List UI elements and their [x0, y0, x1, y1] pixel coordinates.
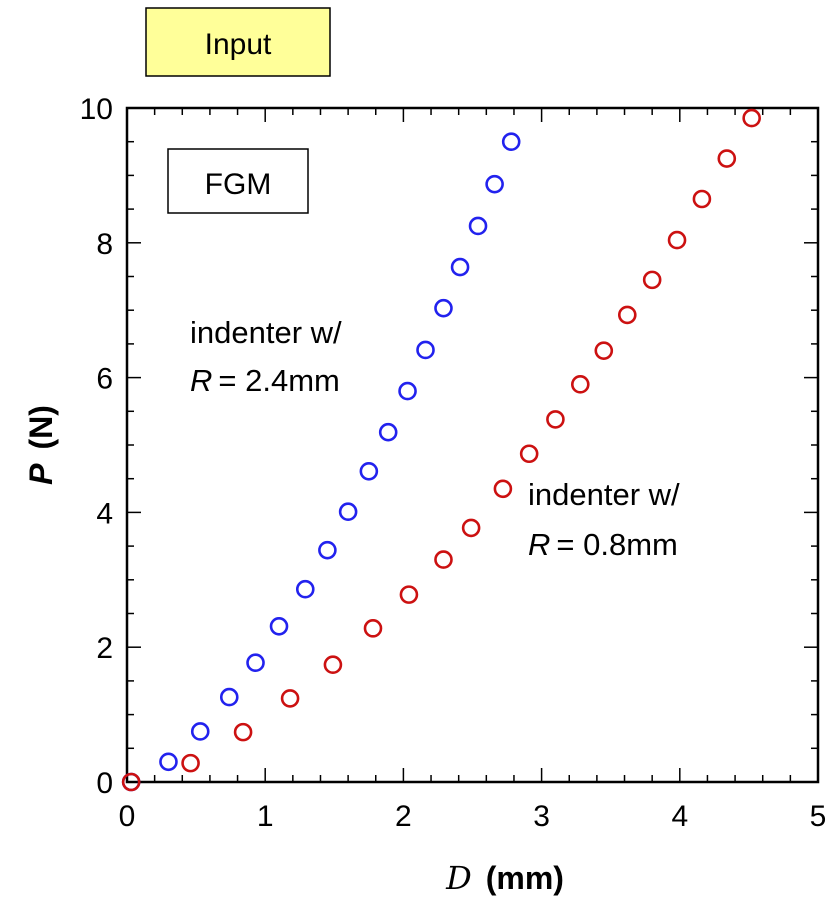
series-layer [121, 108, 761, 792]
data-point [159, 752, 178, 772]
y-tick-label: 8 [96, 228, 113, 261]
x-axis-label: D (mm) [445, 859, 564, 897]
data-point [485, 174, 504, 194]
annotation-series-1: indenter w/ R = 2.4mm [190, 315, 342, 398]
data-point [378, 422, 398, 442]
data-point [501, 132, 521, 151]
x-tick-label: 2 [395, 800, 412, 833]
data-point [338, 502, 358, 522]
data-point [269, 617, 289, 636]
y-tick-label: 10 [80, 93, 113, 126]
annotation-2-line2: R = 0.8mm [528, 527, 678, 562]
annotation-1-line2: R = 2.4mm [190, 363, 340, 398]
x-axis-unit: (mm) [486, 860, 564, 896]
data-point [642, 270, 662, 290]
data-point [742, 108, 761, 128]
annotation-2-var: R [528, 527, 550, 562]
y-axis-unit: (N) [23, 405, 59, 449]
data-point [363, 619, 383, 638]
data-point [617, 305, 637, 325]
data-point [318, 540, 337, 560]
tick-labels: 0 1 2 3 4 5 0 2 4 6 8 10 [80, 93, 827, 833]
x-tick-label: 1 [257, 800, 274, 833]
x-tick-label: 3 [533, 800, 550, 833]
data-point [295, 579, 315, 599]
data-point [359, 461, 379, 481]
input-badge-box [145, 7, 331, 77]
y-tick-label: 2 [96, 632, 113, 665]
data-point [246, 653, 265, 673]
x-tick-label: 5 [810, 800, 827, 833]
y-tick-label: 6 [96, 363, 113, 396]
data-point [280, 689, 300, 708]
input-badge-label: Input [205, 28, 272, 61]
series-1 [121, 132, 521, 792]
data-point [570, 375, 590, 394]
data-point [219, 687, 239, 707]
data-point [594, 341, 614, 360]
series-2 [121, 108, 761, 792]
annotation-1-var: R [190, 363, 212, 398]
data-point [468, 216, 488, 236]
data-point [398, 381, 417, 401]
annotation-series-2: indenter w/ R = 0.8mm [528, 477, 680, 562]
x-tick-label: 4 [671, 800, 688, 833]
x-axis-var: D [445, 859, 472, 897]
fgm-label-box: FGM [167, 148, 309, 214]
annotation-2-value: = 0.8mm [556, 527, 677, 562]
y-tick-label: 0 [96, 767, 113, 800]
data-point [399, 585, 419, 604]
data-point [190, 722, 210, 741]
data-point [519, 444, 539, 464]
data-point [233, 722, 253, 742]
data-point [121, 772, 141, 792]
data-point [434, 298, 453, 318]
y-axis-var: P [23, 463, 59, 485]
data-point [493, 479, 513, 499]
data-point [717, 149, 737, 168]
annotation-2-line1: indenter w/ [528, 477, 680, 512]
data-point [450, 257, 470, 277]
axis-ticks [126, 107, 819, 783]
data-point [692, 189, 712, 209]
data-point [434, 550, 453, 569]
annotation-1-line1: indenter w/ [190, 315, 342, 350]
data-point [667, 230, 687, 250]
annotation-1-value: = 2.4mm [218, 363, 339, 398]
fgm-label: FGM [205, 168, 272, 201]
data-point [181, 753, 200, 773]
y-axis-label: P (N) [23, 405, 59, 485]
input-badge: Input [145, 7, 331, 77]
data-point [323, 655, 343, 675]
data-point [416, 340, 435, 360]
fgm-box [167, 148, 309, 214]
data-point [546, 410, 565, 429]
data-point [461, 518, 481, 538]
y-tick-label: 4 [96, 497, 113, 530]
x-tick-label: 0 [119, 800, 136, 833]
